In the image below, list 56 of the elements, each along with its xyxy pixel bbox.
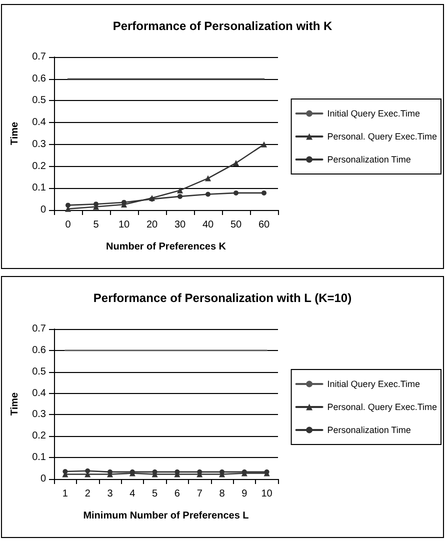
y-tick-label: 0.2 (32, 160, 46, 172)
point (94, 202, 98, 207)
x-axis-title: Number of Preferences K (106, 242, 227, 252)
point (66, 202, 70, 208)
y-tick-label: 0.4 (32, 117, 46, 128)
y-tick-label: 0.1 (32, 452, 46, 464)
x-tick-label: 6 (174, 488, 180, 500)
legend-label: Initial Query Exec.Time (327, 379, 420, 389)
x-axis-title: Minimum Number of Preferences L (83, 510, 249, 522)
y-tick-label: 0.7 (32, 52, 46, 62)
y-tick-label: 0.1 (32, 182, 46, 194)
x-tick-label: 10 (261, 488, 273, 500)
point (233, 160, 239, 166)
x-tick-label: 40 (202, 220, 214, 230)
x-tick-label: 5 (152, 488, 158, 500)
point (206, 192, 210, 197)
x-tick-label: 8 (219, 488, 226, 500)
x-tick-label: 60 (258, 220, 270, 230)
legend-label: Personalization Time (327, 154, 411, 164)
point (261, 141, 267, 148)
y-tick-label: 0 (40, 204, 46, 216)
y-tick-label: 0 (40, 474, 46, 484)
x-tick-label: 2 (84, 488, 91, 500)
legend-label: Personal. Query Exec.Time (327, 132, 438, 142)
x-tick-label: 50 (230, 220, 242, 230)
x-tick-label: 1 (62, 488, 68, 500)
chart-title: Performance of Personalization with L (K=10) (93, 291, 352, 305)
y-tick-label: 0.6 (32, 344, 46, 356)
x-tick-label: 30 (174, 220, 186, 230)
point (205, 175, 211, 182)
chart-title: Performance of Personalization with K (112, 19, 333, 33)
y-tick-label: 0.5 (32, 95, 46, 106)
y-tick-label: 0.4 (32, 388, 46, 399)
point (178, 194, 182, 199)
y-tick-label: 0.5 (32, 366, 46, 378)
y-tick-label: 0.2 (32, 430, 46, 442)
legend-label: Initial Query Exec.Time (327, 108, 420, 118)
point (262, 190, 266, 196)
legend-label: Personal. Query Exec.Time (327, 402, 438, 412)
x-tick-label: 5 (93, 220, 100, 230)
x-tick-label: 10 (118, 220, 130, 230)
point (234, 190, 238, 196)
x-tick-label: 7 (196, 488, 203, 500)
legend-label: Personalization Time (327, 425, 411, 435)
y-tick-label: 0.3 (32, 138, 46, 150)
y-tick-label: 0.6 (32, 73, 46, 84)
x-tick-label: 9 (242, 488, 248, 500)
x-tick-label: 4 (130, 488, 136, 500)
y-axis-title: Time (10, 392, 20, 416)
y-axis-title: Time (10, 121, 20, 146)
point (177, 187, 183, 194)
y-tick-label: 0.3 (32, 409, 46, 420)
y-tick-label: 0.7 (32, 324, 46, 334)
x-tick-label: 0 (65, 220, 72, 230)
x-tick-label: 20 (146, 220, 158, 230)
x-tick-label: 3 (107, 488, 114, 500)
